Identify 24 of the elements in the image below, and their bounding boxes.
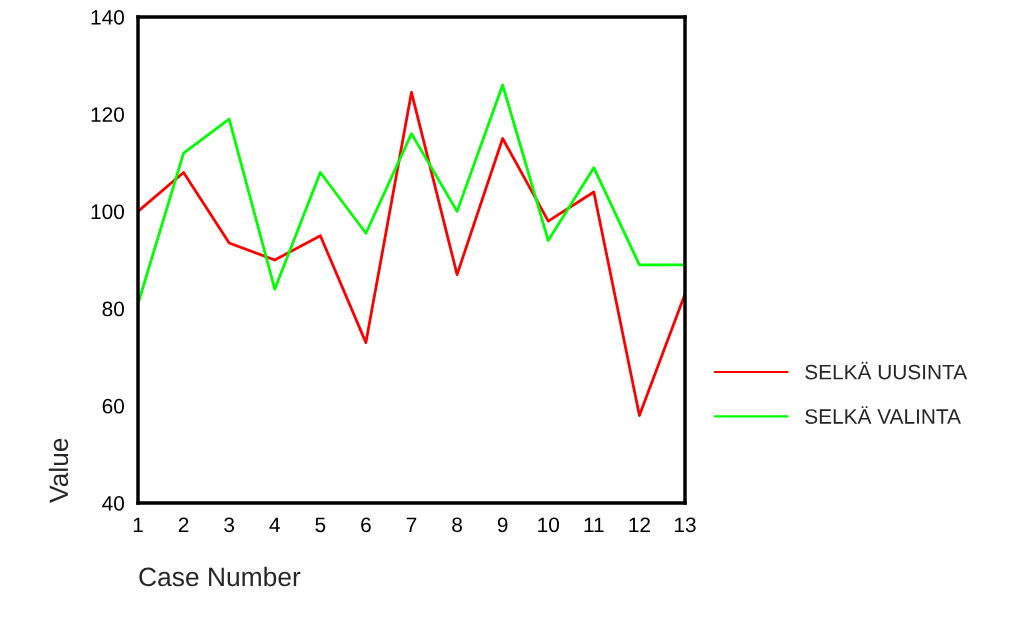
x-tick-label: 6 [361, 517, 371, 533]
x-tick-label: 3 [224, 517, 235, 533]
x-tick-label: 2 [178, 517, 189, 532]
legend-label: SELKÄ UUSINTA [805, 361, 968, 380]
line-series [138, 90, 685, 417]
x-axis-title: Case Number [139, 566, 301, 587]
x-tick-label: 11 [584, 517, 604, 532]
legend-label: SELKÄ VALINTA [805, 406, 961, 424]
y-tick-label: 140 [91, 10, 124, 25]
x-tick-label: 8 [452, 517, 462, 533]
x-tick-label: 12 [629, 517, 650, 532]
x-tick-label: 1 [133, 517, 143, 532]
y-tick-label: 100 [91, 204, 124, 220]
x-tick-label: 7 [406, 517, 417, 532]
y-tick-label: 60 [102, 398, 124, 414]
y-tick-label: 80 [102, 301, 124, 317]
x-tick-label: 13 [675, 517, 696, 533]
y-axis-title: Value [48, 438, 69, 503]
y-tick-label: 40 [102, 496, 124, 511]
x-tick-label: 5 [315, 517, 326, 533]
x-tick-label: 9 [497, 517, 508, 533]
y-tick-label: 120 [91, 107, 124, 122]
x-tick-label: 10 [538, 517, 560, 533]
x-tick-label: 4 [269, 517, 280, 532]
